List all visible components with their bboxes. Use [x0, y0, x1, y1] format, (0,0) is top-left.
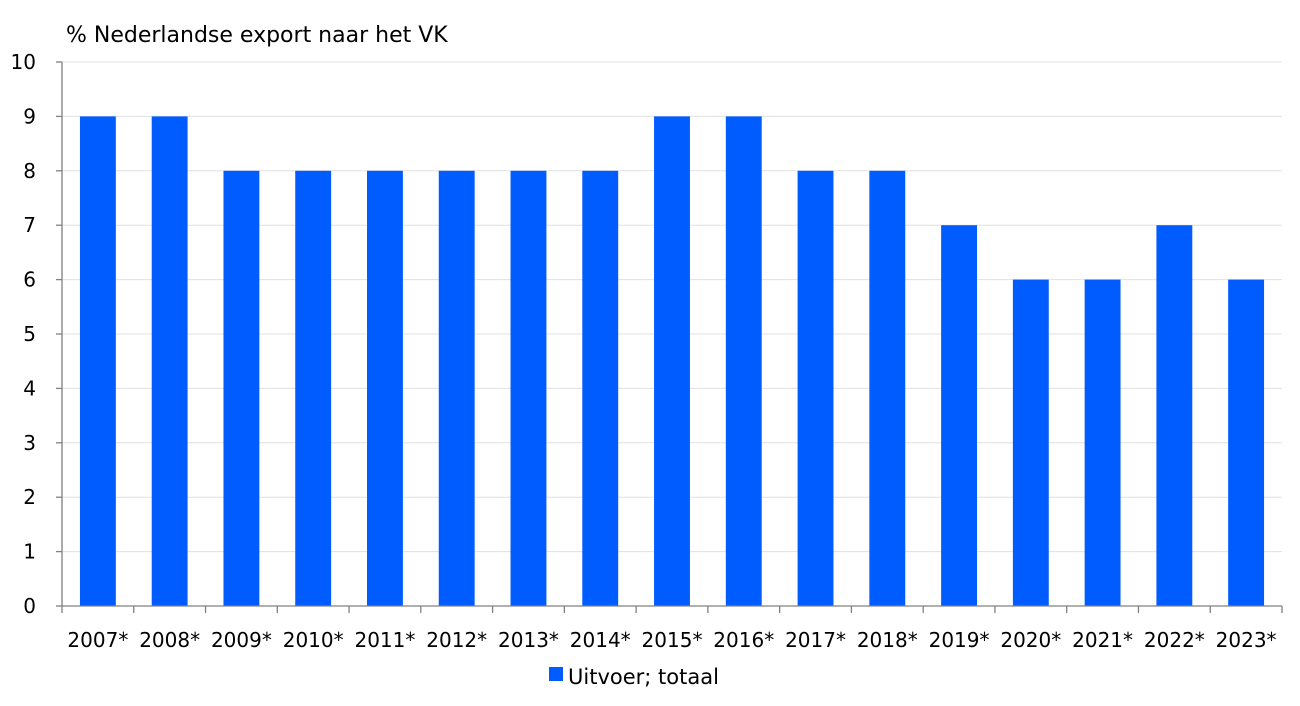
x-tick-label: 2008* — [139, 628, 200, 652]
x-tick-label: 2015* — [642, 628, 703, 652]
bar — [223, 170, 260, 607]
x-tick-label: 2016* — [713, 628, 774, 652]
bar — [869, 170, 906, 607]
bar — [941, 225, 977, 606]
y-tick-label: 7 — [23, 213, 36, 237]
y-tick-label: 0 — [23, 594, 36, 618]
x-tick-label: 2019* — [929, 628, 990, 652]
x-tick-label: 2017* — [785, 628, 846, 652]
bar — [295, 170, 332, 607]
x-tick-label: 2014* — [570, 628, 631, 652]
y-tick-label: 6 — [23, 268, 36, 292]
x-tick-label: 2018* — [857, 628, 918, 652]
y-axis-title: % Nederlandse export naar het VK — [66, 23, 448, 48]
y-tick-label: 2 — [23, 485, 36, 509]
bar — [151, 116, 188, 607]
x-tick-label: 2007* — [67, 628, 128, 652]
bar — [1084, 279, 1121, 606]
bar — [79, 116, 116, 607]
bar — [438, 170, 475, 607]
bar — [1012, 279, 1049, 606]
bars — [79, 116, 1265, 607]
y-tick-label: 5 — [23, 322, 36, 346]
x-tick-label: 2023* — [1216, 628, 1277, 652]
y-tick-label: 1 — [23, 540, 36, 564]
x-tick-label: 2010* — [283, 628, 344, 652]
bar — [1156, 225, 1193, 606]
y-tick-labels: 0 1 2 3 4 5 6 7 8 9 10 — [11, 50, 36, 618]
y-tick-label: 8 — [23, 159, 36, 183]
y-tick-label: 4 — [23, 376, 36, 400]
legend-label: Uitvoer; totaal — [568, 665, 719, 689]
bar — [654, 116, 690, 607]
bar — [582, 170, 619, 607]
y-tick-label: 3 — [23, 431, 36, 455]
bar — [510, 170, 547, 607]
legend-swatch — [549, 667, 563, 681]
y-tick-label: 9 — [23, 104, 36, 128]
x-tick-label: 2012* — [426, 628, 487, 652]
x-tick-label: 2009* — [211, 628, 272, 652]
x-tick-labels: 2007* 2008* 2009* 2010* 2011* 2012* 2013* 2014*… — [67, 628, 1276, 652]
legend: Uitvoer; totaal — [549, 665, 719, 689]
bar — [1228, 279, 1265, 606]
bar — [725, 116, 762, 607]
axes — [56, 61, 1283, 613]
bar — [797, 170, 834, 607]
x-tick-label: 2022* — [1144, 628, 1205, 652]
y-tick-label: 10 — [11, 50, 36, 74]
x-tick-label: 2013* — [498, 628, 559, 652]
x-tick-label: 2021* — [1072, 628, 1133, 652]
x-tick-label: 2011* — [354, 628, 415, 652]
bar — [367, 170, 403, 607]
x-tick-label: 2020* — [1000, 628, 1061, 652]
